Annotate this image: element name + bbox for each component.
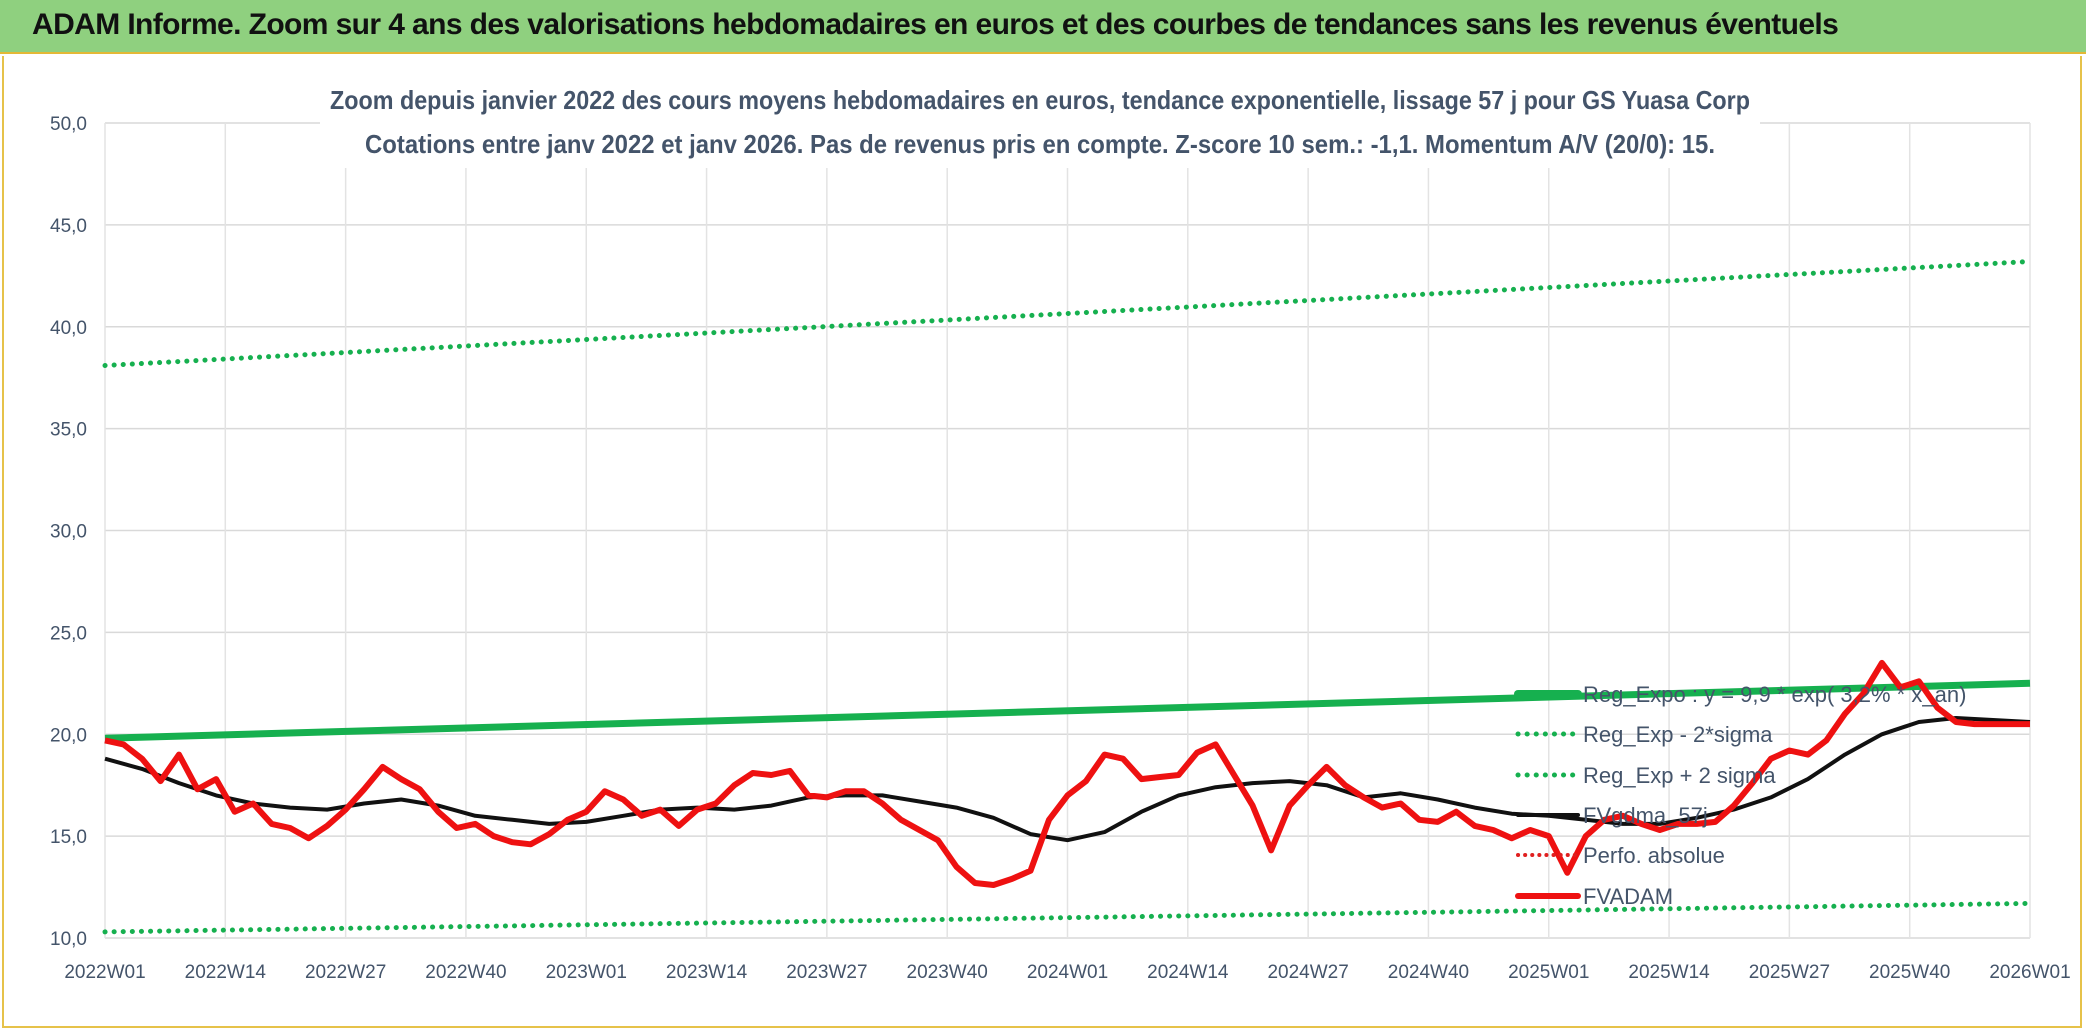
legend-label: Reg_Exp + 2 sigma xyxy=(1583,763,1776,788)
chart-frame xyxy=(2,56,2082,1028)
x-tick-label: 2024W27 xyxy=(1267,962,1348,983)
x-tick-label: 2025W01 xyxy=(1508,962,1589,983)
x-tick-label: 2025W27 xyxy=(1749,962,1830,983)
legend-label: FVADAM xyxy=(1583,884,1673,909)
y-tick-label: 45,0 xyxy=(50,216,87,237)
x-tick-label: 2023W27 xyxy=(786,962,867,983)
x-tick-label: 2023W40 xyxy=(907,962,988,983)
y-tick-label: 40,0 xyxy=(50,318,87,339)
chart-title: Zoom depuis janvier 2022 des cours moyen… xyxy=(330,85,1750,115)
x-tick-label: 2022W40 xyxy=(425,962,506,983)
x-tick-label: 2022W27 xyxy=(305,962,386,983)
x-tick-label: 2023W01 xyxy=(546,962,627,983)
series-reg-expo xyxy=(104,679,2031,742)
report-title: ADAM Informe. Zoom sur 4 ans des valoris… xyxy=(32,8,1839,41)
legend-label: FVgdma_57j xyxy=(1583,803,1708,828)
x-tick-label: 2024W14 xyxy=(1147,962,1229,983)
x-tick-label: 2022W14 xyxy=(185,962,267,983)
series-fvadam xyxy=(104,659,2030,888)
x-tick-label: 2024W01 xyxy=(1027,962,1108,983)
legend-label: Perfo. absolue xyxy=(1583,843,1725,868)
y-tick-label: 50,0 xyxy=(50,114,87,135)
y-tick-label: 30,0 xyxy=(50,522,87,543)
legend-label: Reg_Exp - 2*sigma xyxy=(1583,722,1773,747)
series-reg-exp-plus-2-sigma xyxy=(102,259,2033,368)
x-tick-label: 2023W14 xyxy=(666,962,748,983)
legend-label: Reg_Expo : y = 9,9 * exp( 3,2% * x_an) xyxy=(1583,682,1966,707)
y-tick-label: 25,0 xyxy=(50,623,87,644)
y-tick-label: 10,0 xyxy=(50,929,87,950)
chart-subtitle: Cotations entre janv 2022 et janv 2026. … xyxy=(365,129,1715,159)
x-tick-label: 2026W01 xyxy=(1989,962,2070,983)
series-fvgdma-57j xyxy=(104,716,2031,843)
y-tick-label: 20,0 xyxy=(50,725,87,746)
x-tick-label: 2022W01 xyxy=(64,962,145,983)
y-tick-label: 35,0 xyxy=(50,420,87,441)
x-tick-label: 2025W14 xyxy=(1628,962,1710,983)
series-reg-exp-minus-2-sigma xyxy=(102,900,2033,935)
y-tick-label: 15,0 xyxy=(50,827,87,848)
x-tick-label: 2025W40 xyxy=(1869,962,1950,983)
x-tick-label: 2024W40 xyxy=(1388,962,1469,983)
title-background xyxy=(320,78,1760,168)
report-banner: ADAM Informe. Zoom sur 4 ans des valoris… xyxy=(0,0,2086,54)
